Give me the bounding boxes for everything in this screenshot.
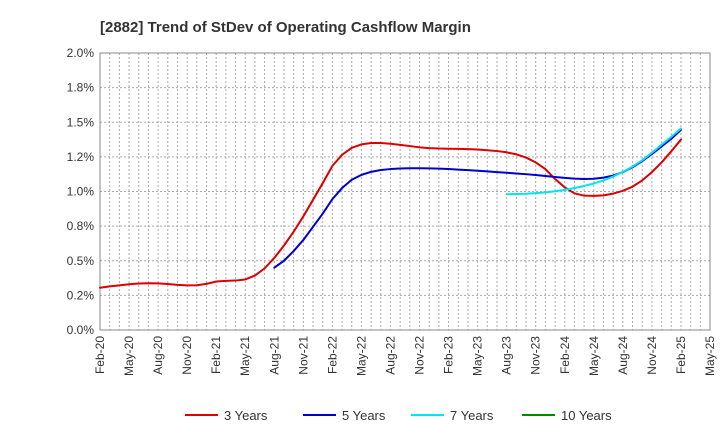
legend-label: 10 Years: [561, 408, 612, 423]
plot-border: [99, 52, 711, 331]
y-tick-label: 1.5%: [67, 115, 95, 129]
x-tick-label: Nov-23: [529, 336, 543, 375]
x-tick-label: Aug-23: [500, 336, 514, 375]
x-tick-label: Feb-22: [325, 336, 339, 374]
x-axis: Feb-20 May-20 Aug-20 Nov-20 Feb-21 May-21 Aug-…: [93, 336, 717, 376]
x-tick-label: Aug-21: [267, 336, 281, 375]
legend-label: 5 Years: [342, 408, 386, 423]
x-tick-label: May-20: [122, 336, 136, 376]
series-lines: [99, 127, 682, 289]
x-tick-label: Aug-22: [383, 336, 397, 375]
x-tick-label: Aug-24: [616, 336, 630, 375]
x-tick-label: Aug-20: [151, 336, 165, 375]
x-tick-label: Feb-21: [209, 336, 223, 374]
y-tick-label: 0.8%: [67, 219, 95, 233]
legend-label: 7 Years: [450, 408, 494, 423]
x-tick-label: Feb-20: [93, 336, 107, 374]
x-tick-label: May-25: [703, 336, 717, 376]
y-tick-label: 1.0%: [67, 185, 95, 199]
legend-label: 3 Years: [224, 408, 268, 423]
y-tick-label: 0.5%: [67, 254, 95, 268]
x-tick-label: Nov-24: [645, 336, 659, 375]
x-tick-label: Nov-20: [180, 336, 194, 375]
y-axis: 0.0% 0.2% 0.5% 0.8% 1.0% 1.2% 1.5% 1.8% 2.0%: [67, 46, 95, 337]
y-tick-label: 1.2%: [67, 150, 95, 164]
x-tick-label: May-23: [471, 336, 485, 376]
chart-title: [2882] Trend of StDev of Operating Cashf…: [100, 19, 471, 36]
y-tick-label: 2.0%: [67, 46, 95, 60]
x-tick-label: Feb-24: [558, 336, 572, 374]
legend: 3 Years 5 Years 7 Years 10 Years: [185, 408, 612, 423]
x-tick-label: Feb-23: [442, 336, 456, 374]
y-tick-label: 0.0%: [67, 323, 95, 337]
grid: [100, 53, 710, 330]
x-tick-label: Nov-22: [413, 336, 427, 375]
x-tick-label: May-24: [587, 336, 601, 376]
y-tick-label: 1.8%: [67, 81, 95, 95]
x-tick-label: Nov-21: [296, 336, 310, 375]
x-tick-label: May-21: [238, 336, 252, 376]
x-tick-label: May-22: [354, 336, 368, 376]
series-line-3: [505, 127, 682, 196]
y-tick-label: 0.2%: [67, 288, 95, 302]
series-line-1: [99, 138, 682, 289]
x-tick-label: Feb-25: [674, 336, 688, 374]
